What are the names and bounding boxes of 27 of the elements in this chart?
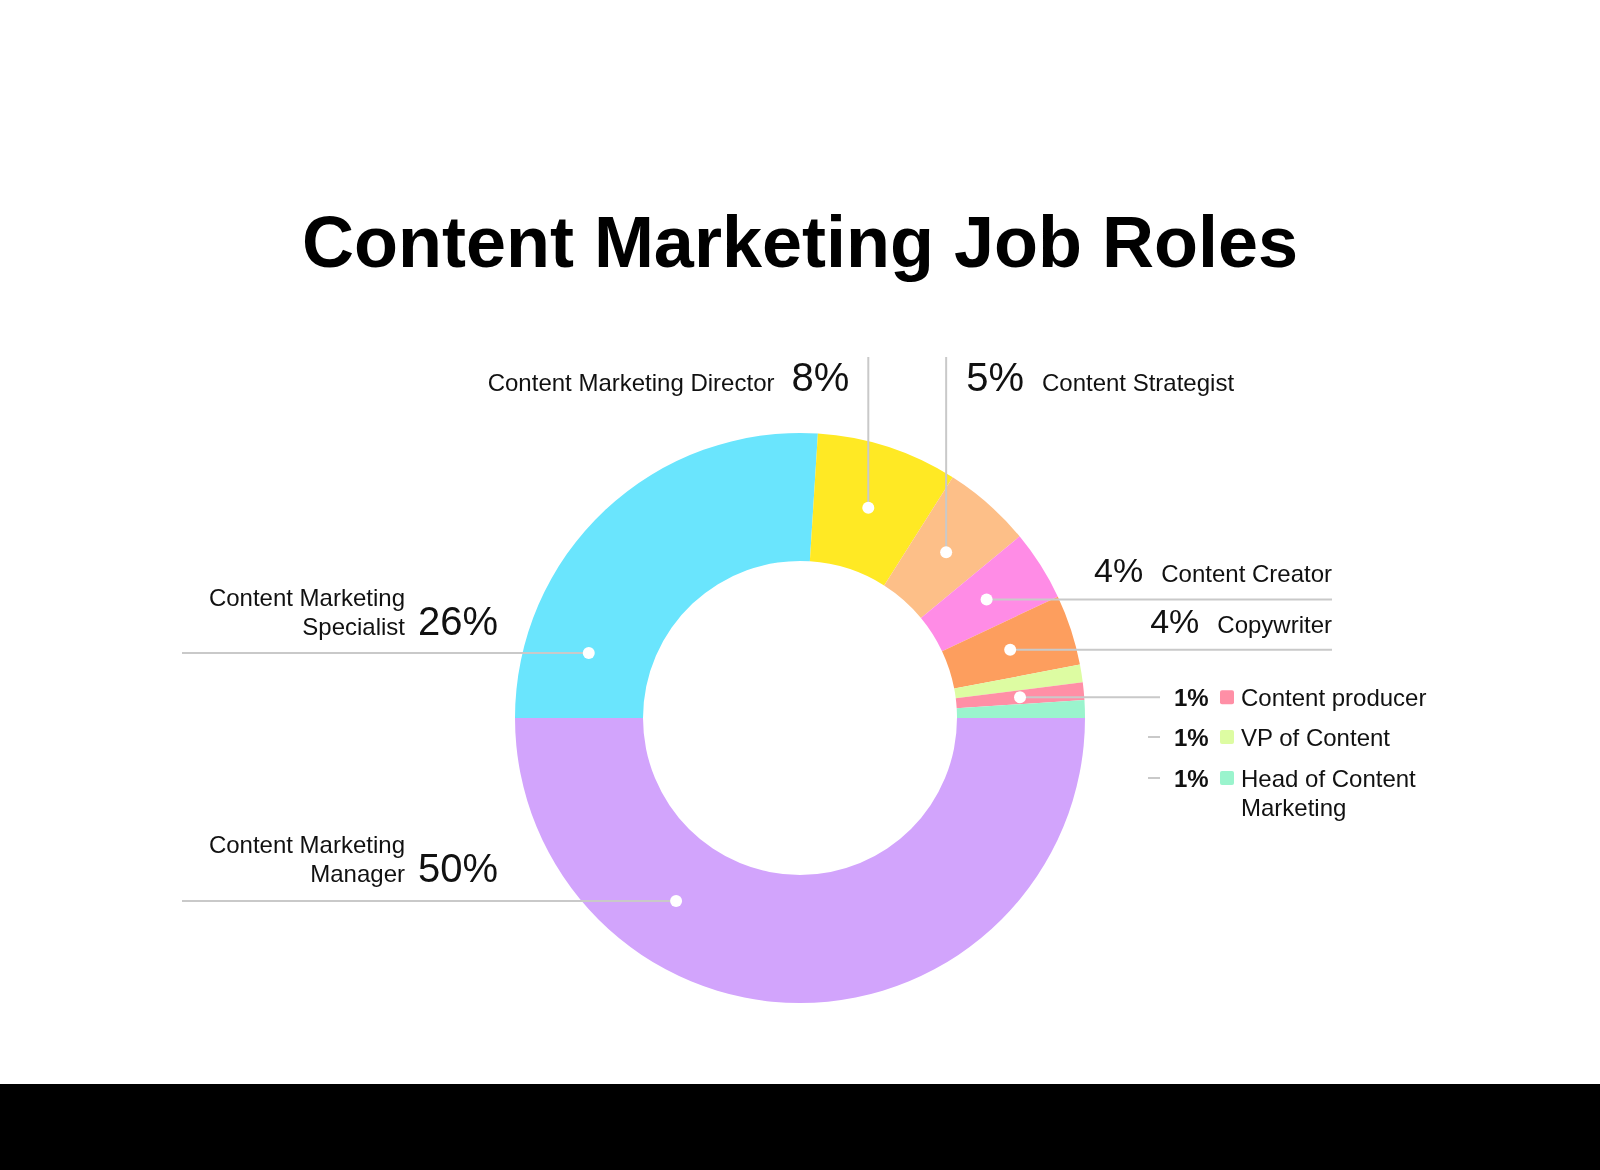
slice-label: Content Strategist — [1041, 369, 1235, 396]
legend-label: VP of Content — [1241, 723, 1391, 751]
donut-slice — [515, 433, 818, 718]
donut-slice — [954, 664, 1083, 699]
data-label: 4% — [1150, 601, 1200, 640]
donut-slice — [920, 536, 1058, 652]
data-label: 1% — [1174, 723, 1209, 751]
data-label: 5% — [966, 355, 1024, 399]
chart-title: Content Marketing Job Roles — [301, 202, 1299, 282]
slice-label: Content Marketing Specialist — [208, 584, 406, 640]
slice-label: Copywriter — [1217, 610, 1332, 638]
donut-slice — [884, 477, 1020, 618]
slice-label: Content Marketing Manager — [208, 831, 405, 887]
data-label: 1% — [1174, 764, 1209, 792]
data-label: 26% — [418, 599, 499, 643]
donut-slice — [809, 433, 953, 586]
data-label: 1% — [1174, 683, 1209, 711]
donut-slice — [942, 596, 1080, 689]
slice-label: Content Creator — [1161, 559, 1332, 587]
legend-label: Content producer — [1241, 683, 1427, 711]
data-label: 8% — [791, 355, 850, 399]
data-label: 4% — [1094, 550, 1144, 589]
donut-slice — [515, 718, 1085, 1003]
data-label: 50% — [418, 846, 499, 890]
legend-label: Head of Content Marketing — [1241, 764, 1417, 821]
donut-slice — [956, 700, 1085, 718]
slice-label: Content Marketing Director — [487, 369, 775, 396]
